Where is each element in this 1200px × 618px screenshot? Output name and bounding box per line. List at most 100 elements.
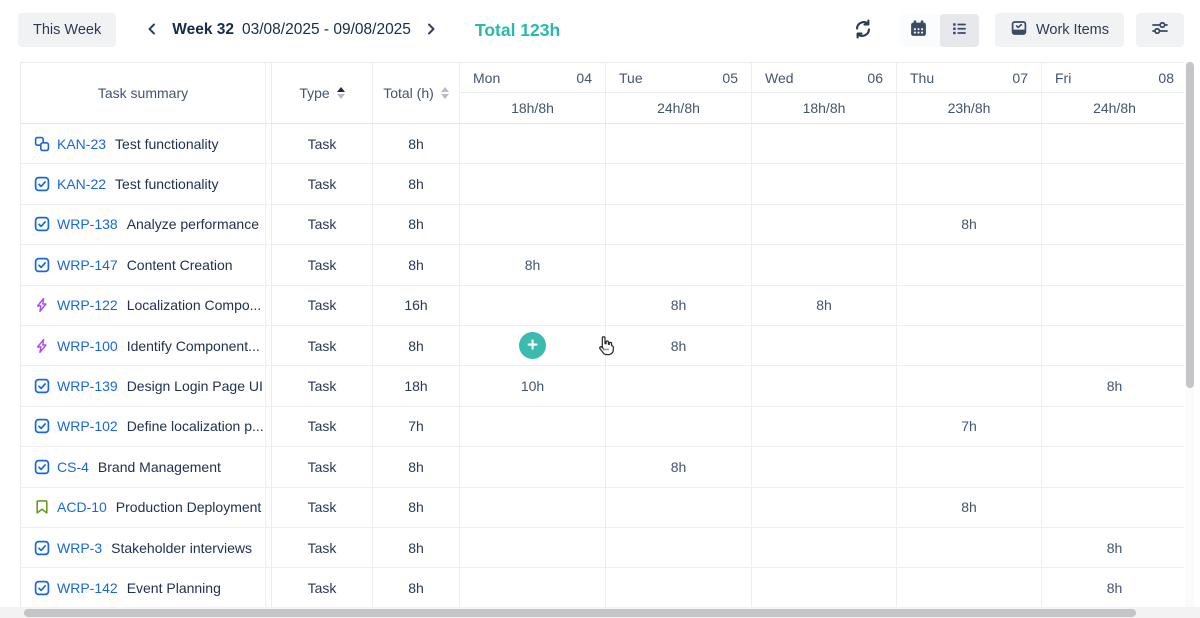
day-cell[interactable]	[897, 527, 1042, 568]
day-cell[interactable]	[1042, 164, 1184, 203]
week-range-picker[interactable]: Week 32 03/08/2025 - 09/08/2025	[172, 21, 411, 39]
next-week-button[interactable]	[417, 16, 445, 44]
column-header-total[interactable]: Total (h)	[373, 63, 460, 123]
day-cell[interactable]: 8h	[1042, 366, 1184, 405]
day-cell[interactable]	[606, 245, 752, 285]
day-cell[interactable]	[460, 164, 606, 204]
day-cell[interactable]: +	[460, 325, 606, 366]
settings-filter-button[interactable]	[1136, 13, 1184, 47]
day-cell[interactable]: 8h	[606, 325, 752, 366]
day-cell[interactable]: 8h	[897, 204, 1042, 245]
day-cell[interactable]	[606, 204, 752, 245]
task-summary-cell[interactable]: KAN-23 Test functionality	[21, 124, 266, 164]
type-sort-control[interactable]	[336, 86, 345, 100]
task-summary-cell[interactable]: WRP-100 Identify Component...	[21, 325, 266, 366]
day-cell[interactable]	[752, 245, 897, 285]
day-cell[interactable]	[897, 245, 1042, 285]
day-cell[interactable]	[606, 406, 752, 447]
day-cell[interactable]	[897, 164, 1042, 204]
task-summary-cell[interactable]: ACD-10 Production Deployment	[21, 487, 266, 527]
day-cell[interactable]	[1042, 326, 1184, 365]
day-cell[interactable]	[460, 285, 606, 325]
day-cell[interactable]	[606, 568, 752, 608]
total-sort-control[interactable]	[440, 86, 449, 100]
day-cell[interactable]	[897, 366, 1042, 406]
day-cell[interactable]	[752, 447, 897, 487]
day-cell[interactable]	[606, 527, 752, 568]
task-summary-cell[interactable]: CS-4 Brand Management	[21, 447, 266, 487]
day-cell[interactable]	[1042, 124, 1184, 163]
issue-key-link[interactable]: WRP-139	[57, 378, 118, 395]
issue-key-link[interactable]: CS-4	[57, 458, 89, 475]
issue-key-link[interactable]: KAN-22	[57, 176, 107, 193]
task-summary-cell[interactable]: WRP-3 Stakeholder interviews	[21, 527, 266, 568]
vertical-scrollbar-thumb[interactable]	[1185, 62, 1194, 388]
day-cell[interactable]	[752, 204, 897, 245]
previous-week-button[interactable]	[138, 16, 166, 44]
work-items-button[interactable]: Work Items	[994, 13, 1124, 47]
day-cell[interactable]	[752, 164, 897, 204]
log-work-add-button[interactable]: +	[519, 332, 546, 360]
day-cell[interactable]: 8h	[606, 285, 752, 325]
day-cell[interactable]	[460, 406, 606, 447]
day-cell[interactable]	[460, 124, 606, 164]
issue-key-link[interactable]: WRP-100	[57, 337, 118, 354]
this-week-button[interactable]: This Week	[18, 13, 117, 47]
issue-key-link[interactable]: KAN-23	[57, 135, 107, 152]
task-summary-cell[interactable]: WRP-138 Analyze performance	[21, 204, 266, 245]
day-cell[interactable]	[897, 568, 1042, 608]
issue-key-link[interactable]: WRP-138	[57, 216, 118, 233]
day-cell[interactable]	[1042, 205, 1184, 244]
day-cell[interactable]: 8h	[752, 285, 897, 325]
day-cell[interactable]	[460, 568, 606, 608]
issue-key-link[interactable]: WRP-142	[57, 579, 118, 596]
day-cell[interactable]	[897, 447, 1042, 487]
task-summary-cell[interactable]: KAN-22 Test functionality	[21, 164, 266, 204]
day-cell[interactable]	[460, 487, 606, 527]
task-summary-cell[interactable]: WRP-142 Event Planning	[21, 568, 266, 608]
day-cell[interactable]	[1042, 245, 1184, 284]
day-cell[interactable]	[1042, 286, 1184, 325]
day-cell[interactable]	[606, 366, 752, 406]
day-cell[interactable]	[752, 487, 897, 527]
vertical-scrollbar[interactable]	[1185, 62, 1194, 612]
day-cell[interactable]	[460, 447, 606, 487]
list-view-button[interactable]	[939, 13, 979, 47]
day-cell[interactable]	[606, 164, 752, 204]
day-cell[interactable]	[606, 124, 752, 164]
issue-key-link[interactable]: WRP-102	[57, 418, 118, 435]
day-cell[interactable]	[606, 487, 752, 527]
day-cell[interactable]	[752, 568, 897, 608]
issue-key-link[interactable]: ACD-10	[57, 499, 107, 516]
day-cell[interactable]: 8h	[1042, 568, 1184, 607]
task-summary-cell[interactable]: WRP-102 Define localization p...	[21, 406, 266, 447]
day-cell[interactable]	[752, 527, 897, 568]
day-cell[interactable]	[460, 204, 606, 245]
day-cell[interactable]	[1042, 407, 1184, 446]
task-summary-cell[interactable]: WRP-147 Content Creation	[21, 245, 266, 285]
day-cell[interactable]: 8h	[1042, 528, 1184, 567]
issue-key-link[interactable]: WRP-122	[57, 297, 118, 314]
day-cell[interactable]	[1042, 447, 1184, 486]
calendar-view-button[interactable]	[898, 13, 938, 47]
column-header-type[interactable]: Type	[272, 63, 373, 123]
day-cell[interactable]	[752, 406, 897, 447]
day-cell[interactable]: 10h	[460, 366, 606, 406]
day-cell[interactable]	[752, 366, 897, 406]
horizontal-scrollbar-thumb[interactable]	[24, 608, 1136, 617]
day-cell[interactable]: 8h	[897, 487, 1042, 527]
issue-key-link[interactable]: WRP-3	[57, 539, 103, 556]
day-cell[interactable]: 7h	[897, 406, 1042, 447]
day-cell[interactable]	[897, 325, 1042, 366]
day-cell[interactable]: 8h	[460, 245, 606, 285]
column-header-task-summary[interactable]: Task summary	[21, 63, 266, 123]
day-cell[interactable]	[897, 285, 1042, 325]
day-cell[interactable]: 8h	[606, 447, 752, 487]
issue-key-link[interactable]: WRP-147	[57, 256, 118, 273]
refresh-button[interactable]	[849, 16, 877, 44]
task-summary-cell[interactable]: WRP-122 Localization Compo...	[21, 285, 266, 325]
task-summary-cell[interactable]: WRP-139 Design Login Page UI	[21, 366, 266, 406]
day-cell[interactable]	[752, 124, 897, 164]
day-cell[interactable]	[460, 527, 606, 568]
day-cell[interactable]	[897, 124, 1042, 164]
